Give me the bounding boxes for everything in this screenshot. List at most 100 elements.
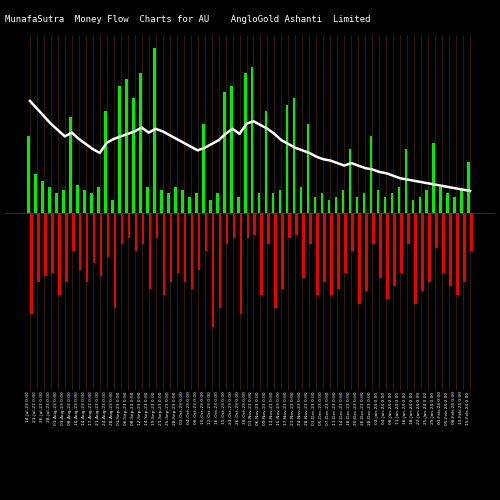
Bar xyxy=(260,212,263,295)
Bar xyxy=(324,212,326,282)
Bar xyxy=(111,200,114,212)
Bar xyxy=(230,86,232,212)
Bar xyxy=(366,212,368,291)
Bar xyxy=(302,212,305,278)
Bar xyxy=(167,194,170,212)
Bar xyxy=(134,212,138,250)
Bar xyxy=(174,187,176,212)
Bar xyxy=(251,66,254,212)
Bar xyxy=(55,194,58,212)
Bar xyxy=(30,212,32,314)
Bar xyxy=(390,194,393,212)
Bar xyxy=(79,212,82,270)
Bar xyxy=(310,212,312,244)
Bar xyxy=(139,73,141,212)
Bar xyxy=(86,212,88,282)
Bar xyxy=(338,212,340,288)
Bar xyxy=(293,98,296,212)
Bar xyxy=(160,190,162,212)
Bar xyxy=(379,212,382,278)
Bar xyxy=(288,212,291,238)
Bar xyxy=(265,111,268,212)
Bar xyxy=(421,212,424,291)
Bar xyxy=(104,111,107,212)
Bar xyxy=(114,212,116,308)
Bar xyxy=(93,212,96,263)
Bar xyxy=(246,212,249,238)
Bar xyxy=(90,194,93,212)
Bar xyxy=(470,212,472,250)
Bar xyxy=(176,212,180,274)
Bar xyxy=(121,212,124,244)
Bar xyxy=(100,212,102,276)
Bar xyxy=(316,212,319,295)
Bar xyxy=(274,212,277,308)
Bar xyxy=(442,212,445,274)
Bar xyxy=(190,212,194,288)
Bar xyxy=(440,187,442,212)
Bar xyxy=(69,118,72,212)
Bar xyxy=(223,92,226,212)
Bar xyxy=(48,187,51,212)
Bar xyxy=(418,198,421,212)
Bar xyxy=(426,190,428,212)
Bar xyxy=(216,194,218,212)
Bar xyxy=(226,212,228,244)
Bar xyxy=(72,212,74,250)
Bar xyxy=(76,184,79,212)
Bar xyxy=(202,124,204,212)
Bar xyxy=(132,98,134,212)
Bar xyxy=(286,104,288,212)
Bar xyxy=(148,212,152,288)
Bar xyxy=(456,212,459,295)
Bar xyxy=(446,194,449,212)
Bar xyxy=(162,212,166,295)
Bar xyxy=(460,190,463,212)
Bar xyxy=(244,73,246,212)
Bar xyxy=(181,190,184,212)
Bar xyxy=(41,181,44,212)
Bar xyxy=(358,212,361,304)
Bar xyxy=(240,212,242,314)
Bar xyxy=(404,149,407,212)
Bar xyxy=(400,212,403,274)
Bar xyxy=(212,212,214,326)
Bar xyxy=(334,198,338,212)
Bar xyxy=(306,124,310,212)
Bar xyxy=(128,212,130,238)
Bar xyxy=(218,212,221,308)
Bar xyxy=(463,212,466,282)
Bar xyxy=(28,136,30,212)
Bar xyxy=(198,212,200,270)
Bar xyxy=(44,212,46,276)
Bar xyxy=(352,212,354,250)
Bar xyxy=(435,212,438,248)
Bar xyxy=(146,187,148,212)
Bar xyxy=(156,212,158,238)
Bar xyxy=(58,212,60,295)
Bar xyxy=(51,212,54,274)
Text: MunafaSutra  Money Flow  Charts for AU    AngloGold Ashanti  Limited: MunafaSutra Money Flow Charts for AU Ang… xyxy=(5,15,370,24)
Bar xyxy=(65,212,68,282)
Bar xyxy=(125,80,128,212)
Bar xyxy=(376,190,379,212)
Bar xyxy=(204,212,207,250)
Bar xyxy=(254,212,256,236)
Bar xyxy=(34,174,37,212)
Bar xyxy=(118,86,121,212)
Bar xyxy=(153,48,156,212)
Bar xyxy=(209,200,212,212)
Bar xyxy=(454,198,456,212)
Bar xyxy=(142,212,144,244)
Bar xyxy=(414,212,417,304)
Bar xyxy=(362,194,366,212)
Bar xyxy=(170,212,172,282)
Bar xyxy=(412,200,414,212)
Bar xyxy=(314,198,316,212)
Bar xyxy=(468,162,470,212)
Bar xyxy=(386,212,389,298)
Bar xyxy=(372,212,375,244)
Bar xyxy=(300,187,302,212)
Bar xyxy=(184,212,186,282)
Bar xyxy=(37,212,40,282)
